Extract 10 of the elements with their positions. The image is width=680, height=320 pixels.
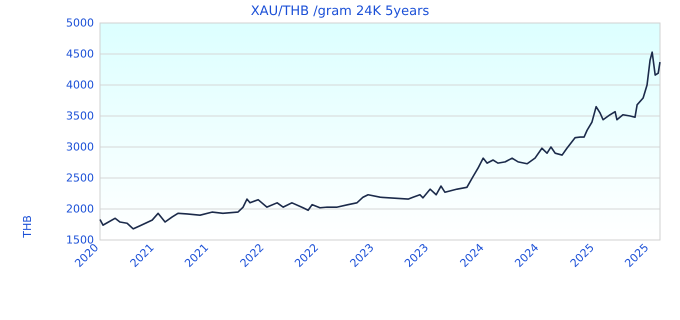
line-series <box>99 51 661 230</box>
chart-title: XAU/THB /gram 24K 5years <box>250 4 430 19</box>
y-tick-label: 2000 <box>66 202 94 216</box>
y-tick-label: 3000 <box>66 140 94 154</box>
y-tick-label: 4500 <box>66 48 94 61</box>
y-tick-label: 2500 <box>66 172 94 185</box>
y-axis-title: THB <box>21 215 34 239</box>
y-tick-label: 4000 <box>66 78 94 92</box>
y-tick-label: 3500 <box>66 110 94 123</box>
y-tick-label: 5000 <box>66 16 94 30</box>
